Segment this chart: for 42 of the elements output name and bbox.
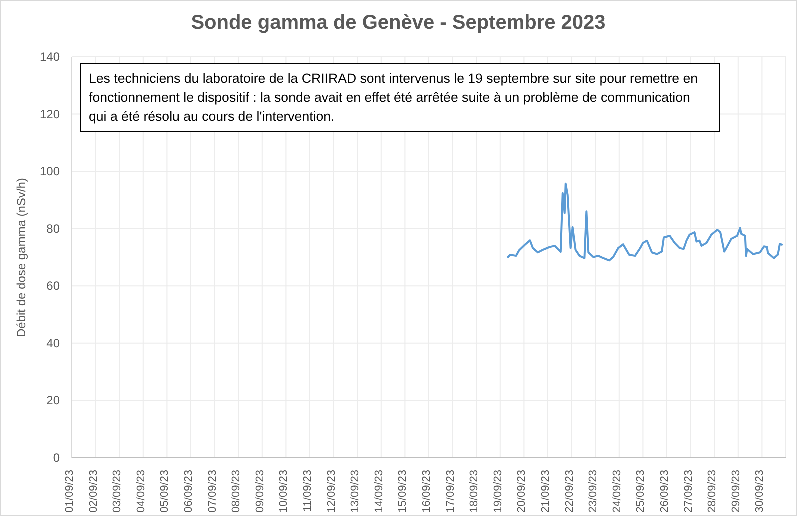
x-tick-label: 18/09/23 [468, 470, 481, 513]
x-tick-label: 12/09/23 [326, 470, 338, 513]
x-tick-label: 16/09/23 [421, 470, 433, 513]
y-tick-label: 60 [46, 279, 60, 294]
y-tick-label: 100 [40, 164, 60, 179]
y-tick-label: 20 [46, 394, 60, 408]
x-tick-label: 09/09/23 [254, 470, 266, 513]
x-tick-label: 04/09/23 [135, 470, 148, 513]
y-axis-title: Débit de dose gamma (nSv/h) [14, 178, 28, 338]
x-tick-label: 01/09/23 [64, 470, 76, 513]
y-tick-label: 140 [40, 50, 60, 64]
x-tick-label: 17/09/23 [444, 470, 457, 513]
x-tick-label: 28/09/23 [706, 470, 719, 513]
x-tick-label: 22/09/23 [564, 470, 576, 513]
x-tick-label: 02/09/23 [88, 470, 100, 513]
x-tick-label: 03/09/23 [112, 470, 124, 513]
chart-title: Sonde gamma de Genève - Septembre 2023 [190, 12, 607, 35]
x-tick-label: 15/09/23 [397, 470, 410, 513]
x-tick-label: 06/09/23 [183, 470, 195, 513]
x-tick-label: 11/09/23 [302, 470, 314, 512]
x-tick-label: 10/09/23 [278, 470, 290, 513]
x-tick-label: 30/09/23 [754, 470, 766, 513]
x-tick-label: 24/09/23 [611, 470, 624, 513]
y-tick-label: 0 [53, 451, 60, 465]
x-tick-label: 29/09/23 [730, 470, 742, 513]
x-tick-label: 23/09/23 [588, 470, 600, 513]
x-tick-label: 05/09/23 [159, 470, 172, 513]
y-tick-label: 120 [40, 107, 60, 122]
x-tick-label: 07/09/23 [206, 470, 219, 513]
x-tick-label: 21/09/23 [540, 470, 552, 513]
line-series [507, 182, 784, 262]
x-tick-label: 20/09/23 [516, 470, 528, 513]
y-tick-label: 40 [46, 336, 60, 350]
x-tick-label: 08/09/23 [230, 470, 243, 513]
x-tick-label: 26/09/23 [659, 470, 671, 513]
x-tick-label: 25/09/23 [635, 470, 648, 513]
x-tick-label: 14/09/23 [373, 470, 386, 513]
y-tick-label: 80 [46, 222, 60, 236]
x-tick-label: 13/09/23 [350, 470, 362, 513]
x-tick-label: 27/09/23 [682, 470, 695, 513]
x-tick-label: 19/09/23 [492, 470, 504, 513]
annotation: Les techniciens du laboratoire de la CRIIRAD sont intervenus le 19 septembre sur site pour remettre en fonctionnement le dispositif : la sonde avait en effet été arrêtée suite à un problème de communication qui a été résolu au cours de l'intervention. [80, 63, 720, 132]
